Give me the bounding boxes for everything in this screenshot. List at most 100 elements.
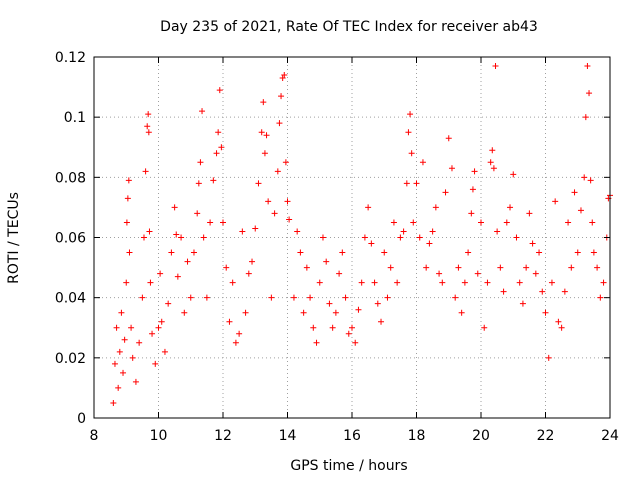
data-point bbox=[229, 279, 236, 286]
data-point bbox=[507, 204, 514, 211]
data-point bbox=[419, 159, 426, 166]
data-point bbox=[494, 228, 501, 235]
data-point bbox=[365, 204, 372, 211]
data-point bbox=[374, 300, 381, 307]
data-point bbox=[263, 132, 270, 139]
data-point bbox=[349, 324, 355, 331]
data-point bbox=[410, 219, 417, 226]
data-point bbox=[581, 174, 588, 181]
data-point bbox=[469, 186, 476, 193]
x-axis-ticks: 8 10 12 14 16 18 20 22 24 bbox=[90, 57, 619, 444]
data-point bbox=[123, 279, 130, 286]
data-point bbox=[184, 258, 191, 265]
data-point bbox=[207, 219, 214, 226]
data-point bbox=[149, 330, 156, 337]
data-point bbox=[387, 264, 394, 271]
data-point bbox=[332, 309, 339, 316]
data-point bbox=[171, 204, 178, 211]
data-point bbox=[574, 249, 581, 256]
data-point bbox=[215, 129, 222, 136]
data-point bbox=[297, 249, 304, 256]
x-tick-label: 10 bbox=[150, 428, 168, 444]
data-point bbox=[536, 249, 543, 256]
data-point bbox=[465, 249, 472, 256]
data-point bbox=[484, 279, 491, 286]
data-point bbox=[542, 309, 549, 316]
data-point bbox=[216, 87, 223, 94]
data-point bbox=[115, 384, 122, 391]
data-point bbox=[129, 354, 136, 361]
data-point bbox=[290, 294, 297, 301]
data-point bbox=[532, 270, 539, 277]
data-point bbox=[278, 93, 285, 100]
data-point bbox=[210, 177, 217, 184]
y-tick-label: 0.02 bbox=[55, 351, 86, 367]
data-point bbox=[587, 177, 594, 184]
data-point bbox=[368, 240, 375, 247]
data-point bbox=[378, 318, 385, 325]
data-point bbox=[168, 249, 175, 256]
y-axis-ticks: 0 0.02 0.04 0.06 0.08 0.1 0.12 bbox=[55, 50, 610, 427]
data-point bbox=[147, 279, 154, 286]
data-point bbox=[594, 264, 601, 271]
data-point bbox=[220, 219, 226, 226]
data-point bbox=[452, 294, 459, 301]
data-point bbox=[403, 180, 410, 187]
data-point bbox=[213, 150, 220, 157]
data-point bbox=[590, 249, 597, 256]
data-point bbox=[405, 129, 412, 136]
data-point bbox=[194, 210, 201, 217]
data-point bbox=[513, 234, 520, 241]
data-point bbox=[352, 339, 359, 346]
x-tick-label: 24 bbox=[601, 428, 619, 444]
data-point bbox=[523, 264, 530, 271]
chart-title: Day 235 of 2021, Rate Of TEC Index for r… bbox=[160, 19, 538, 35]
data-point bbox=[552, 198, 559, 205]
grid-lines bbox=[94, 57, 610, 418]
data-point bbox=[155, 324, 162, 331]
data-point bbox=[407, 111, 414, 118]
data-point bbox=[261, 150, 268, 157]
data-point bbox=[497, 264, 504, 271]
data-point bbox=[458, 309, 465, 316]
data-point bbox=[342, 294, 349, 301]
data-point bbox=[276, 120, 283, 127]
data-point bbox=[545, 354, 552, 361]
data-point bbox=[492, 63, 499, 70]
data-point bbox=[128, 324, 135, 331]
data-point bbox=[489, 147, 496, 154]
data-point bbox=[519, 300, 526, 307]
data-point bbox=[116, 348, 123, 355]
data-point bbox=[478, 219, 484, 226]
data-point bbox=[157, 270, 164, 277]
data-point bbox=[252, 225, 259, 232]
data-point bbox=[408, 150, 415, 157]
data-point bbox=[394, 279, 401, 286]
data-point bbox=[307, 294, 314, 301]
data-point bbox=[371, 279, 378, 286]
data-point bbox=[432, 204, 439, 211]
data-point bbox=[281, 72, 288, 79]
data-point bbox=[218, 144, 225, 151]
data-point bbox=[145, 129, 152, 136]
data-point bbox=[161, 348, 168, 355]
data-point bbox=[500, 288, 507, 295]
y-tick-label: 0.08 bbox=[55, 170, 86, 186]
data-points bbox=[110, 63, 613, 406]
y-tick-label: 0.1 bbox=[64, 110, 86, 126]
y-axis-label: ROTI / TECUs bbox=[6, 192, 22, 284]
data-point bbox=[245, 270, 252, 277]
data-point bbox=[125, 177, 132, 184]
data-point bbox=[274, 168, 281, 175]
data-point bbox=[474, 270, 481, 277]
data-point bbox=[384, 294, 391, 301]
data-point bbox=[565, 219, 572, 226]
data-point bbox=[558, 324, 565, 331]
data-point bbox=[197, 159, 204, 166]
data-point bbox=[316, 279, 323, 286]
data-point bbox=[178, 234, 185, 241]
data-point bbox=[586, 90, 593, 97]
x-tick-label: 12 bbox=[214, 428, 232, 444]
data-point bbox=[319, 234, 326, 241]
